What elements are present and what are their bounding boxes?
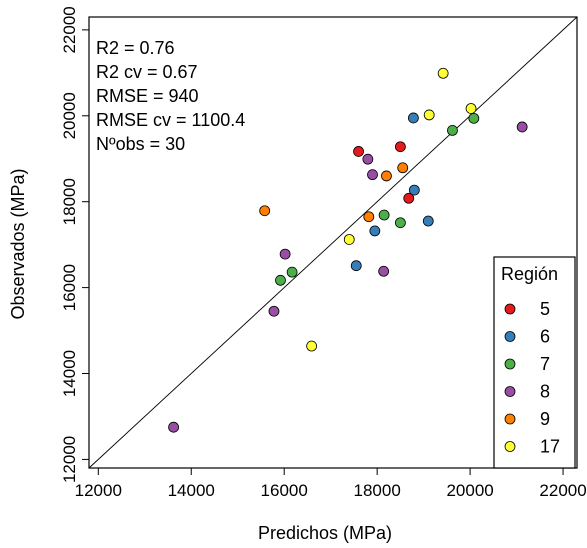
y-axis-title: Observados (MPa): [8, 168, 28, 319]
data-point-region-9: [397, 162, 409, 174]
data-point-region-6: [408, 112, 419, 124]
y-tick-label: 22000: [60, 6, 79, 53]
x-tick-label: 16000: [261, 481, 308, 500]
data-point-region-8: [367, 169, 378, 181]
legend-items: 5 6 7 8 9 17: [504, 299, 560, 457]
data-point-region-5: [394, 141, 406, 153]
legend-marker-17: [504, 441, 516, 452]
y-tick-label: 14000: [60, 350, 79, 397]
data-point-region-8: [362, 153, 374, 165]
data-point-region-6: [350, 260, 362, 272]
stat-r2-cv: R2 cv = 0.67: [96, 62, 198, 82]
data-point-region-7: [286, 266, 298, 278]
data-point-region-17: [423, 109, 435, 121]
data-point-region-7: [394, 217, 406, 229]
y-tick-label: 12000: [60, 436, 79, 483]
data-point-region-9: [259, 205, 271, 217]
legend-label-7: 7: [540, 354, 550, 374]
data-point-region-7: [447, 124, 458, 136]
data-point-region-7: [468, 112, 480, 124]
data-point-region-17: [465, 103, 477, 114]
plot-frame: [88, 16, 578, 469]
data-point-region-9: [381, 170, 392, 182]
legend-label-9: 9: [540, 409, 550, 429]
stat-rmse-cv: RMSE cv = 1100.4: [96, 110, 245, 130]
legend-marker-7: [504, 358, 516, 370]
legend-label-8: 8: [540, 382, 550, 402]
legend-marker-6: [504, 331, 516, 342]
data-point-region-8: [168, 421, 179, 433]
data-point-region-6: [408, 184, 420, 196]
legend-marker-9: [504, 413, 516, 425]
data-point-region-6: [369, 225, 381, 237]
data-point-region-8: [268, 305, 280, 317]
data-point-region-17: [343, 234, 355, 245]
identity-line: [88, 16, 578, 469]
legend-label-5: 5: [540, 299, 550, 319]
data-point-region-8: [279, 248, 291, 260]
data-point-region-5: [403, 192, 415, 204]
x-axis: 12000 14000 16000 18000 20000 22000: [75, 467, 587, 500]
data-points: [168, 67, 528, 433]
legend-label-17: 17: [540, 437, 560, 457]
x-axis-title: Predichos (MPa): [258, 523, 392, 543]
legend: Región 5 6 7 8 9 17: [493, 256, 576, 469]
stat-r2: R2 = 0.76: [96, 38, 175, 58]
legend-title: Región: [501, 264, 558, 284]
stat-rmse: RMSE = 940: [96, 86, 199, 106]
data-point-region-17: [437, 67, 449, 79]
stat-nobs: Nºobs = 30: [96, 134, 185, 154]
data-point-region-8: [516, 121, 528, 133]
y-tick-label: 18000: [60, 178, 79, 225]
reference-line-group: [88, 16, 578, 469]
data-point-region-8: [378, 265, 390, 277]
x-tick-label: 12000: [75, 481, 122, 500]
data-point-region-7: [275, 274, 286, 286]
x-tick-label: 20000: [446, 481, 493, 500]
data-point-region-7: [378, 209, 390, 221]
y-tick-label: 20000: [60, 92, 79, 139]
x-tick-label: 22000: [539, 481, 586, 500]
legend-marker-5: [504, 303, 516, 315]
x-tick-label: 14000: [168, 481, 215, 500]
data-point-region-9: [363, 211, 375, 223]
y-axis: 12000 14000 16000 18000 20000 22000: [60, 6, 90, 483]
x-tick-label: 18000: [354, 481, 401, 500]
legend-marker-8: [504, 386, 516, 397]
data-point-region-17: [306, 340, 318, 352]
data-point-region-5: [353, 146, 364, 157]
legend-label-6: 6: [540, 327, 550, 347]
y-tick-label: 16000: [60, 264, 79, 311]
stats-box: R2 = 0.76 R2 cv = 0.67 RMSE = 940 RMSE c…: [96, 38, 245, 154]
data-point-region-6: [422, 215, 434, 227]
